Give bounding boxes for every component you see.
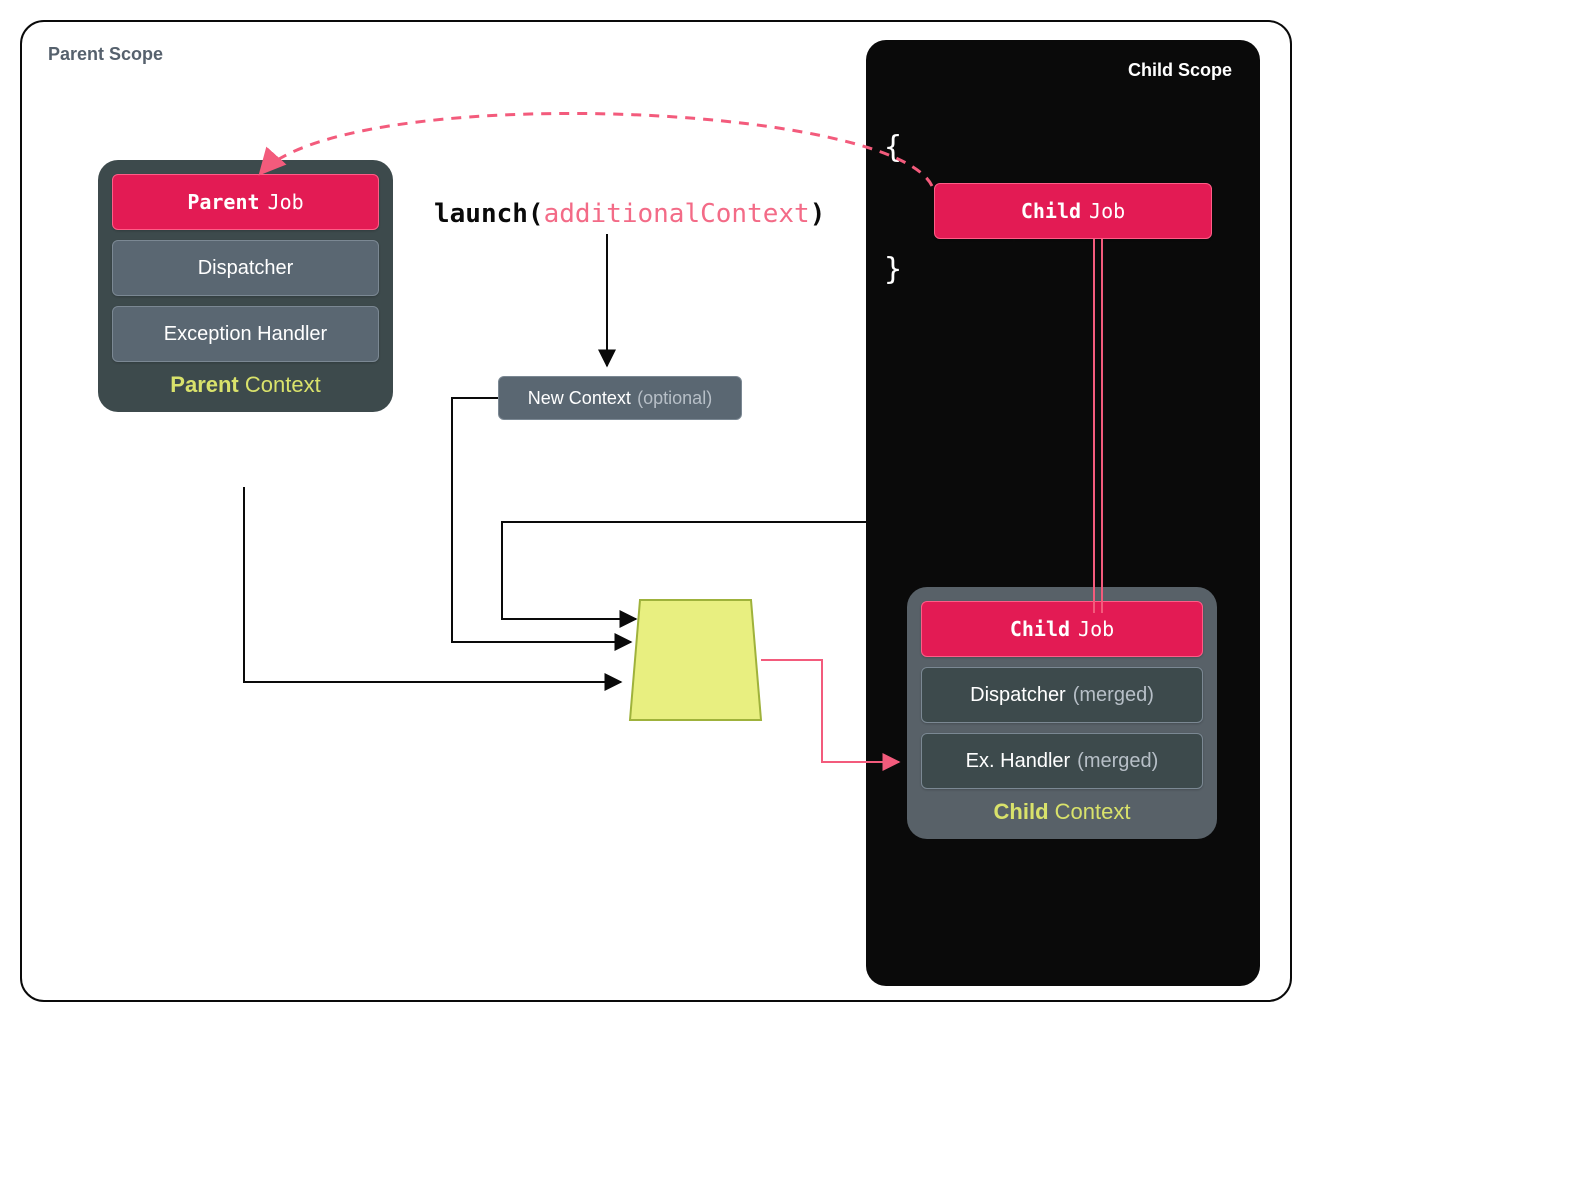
child-job-top-bold: Child — [1021, 199, 1081, 223]
child-context-job-pill: Child Job — [921, 601, 1203, 657]
new-context-pill: New Context (optional) — [498, 376, 742, 420]
merge-plus: + — [688, 635, 703, 665]
diagram-canvas: Parent Scope Child Scope Parent Job Disp… — [20, 20, 1292, 1002]
child-context-footer-bold: Child — [994, 799, 1049, 824]
brace-close: } — [884, 252, 902, 287]
child-context-job-rest: Job — [1078, 617, 1114, 641]
child-context-footer-rest: Context — [1049, 799, 1131, 824]
child-exhandler-text: Ex. Handler — [966, 750, 1071, 773]
launch-keyword-post: ) — [810, 199, 826, 229]
brace-open: { — [884, 130, 902, 165]
parent-job-bold: Parent — [187, 190, 259, 214]
edge-parent-to-merge — [244, 487, 621, 682]
child-exhandler-pill: Ex. Handler (merged) — [921, 733, 1203, 789]
launch-arg: additionalContext — [544, 199, 810, 229]
parent-context-footer-bold: Parent — [170, 372, 238, 397]
launch-keyword-pre: launch( — [434, 199, 544, 229]
parent-job-pill: Parent Job — [112, 174, 379, 230]
merge-label: (MERGE) — [661, 667, 730, 685]
parent-dispatcher-text: Dispatcher — [198, 257, 294, 280]
child-dispatcher-note: (merged) — [1073, 684, 1154, 707]
new-context-text: New Context — [528, 388, 631, 409]
child-context-job-bold: Child — [1010, 617, 1070, 641]
child-job-top-pill: Child Job — [934, 183, 1212, 239]
parent-scope-label: Parent Scope — [48, 44, 163, 65]
parent-exhandler-text: Exception Handler — [164, 323, 327, 346]
child-context-panel: Child Job Dispatcher (merged) Ex. Handle… — [907, 587, 1217, 839]
parent-exhandler-pill: Exception Handler — [112, 306, 379, 362]
child-scope-label: Child Scope — [1128, 60, 1232, 81]
parent-context-panel: Parent Job Dispatcher Exception Handler … — [98, 160, 393, 412]
parent-job-rest: Job — [268, 190, 304, 214]
merge-node-label: + (MERGE) — [630, 600, 761, 720]
launch-call: launch(additionalContext) — [434, 199, 825, 229]
child-scope-box — [866, 40, 1260, 986]
child-context-footer: Child Context — [921, 799, 1203, 825]
parent-context-footer-rest: Context — [239, 372, 321, 397]
new-context-note: (optional) — [637, 388, 712, 409]
parent-context-footer: Parent Context — [112, 372, 379, 398]
child-job-top-rest: Job — [1089, 199, 1125, 223]
child-exhandler-note: (merged) — [1077, 750, 1158, 773]
child-dispatcher-pill: Dispatcher (merged) — [921, 667, 1203, 723]
child-dispatcher-text: Dispatcher — [970, 684, 1066, 707]
edge-newcontext-to-merge — [452, 398, 631, 642]
parent-dispatcher-pill: Dispatcher — [112, 240, 379, 296]
